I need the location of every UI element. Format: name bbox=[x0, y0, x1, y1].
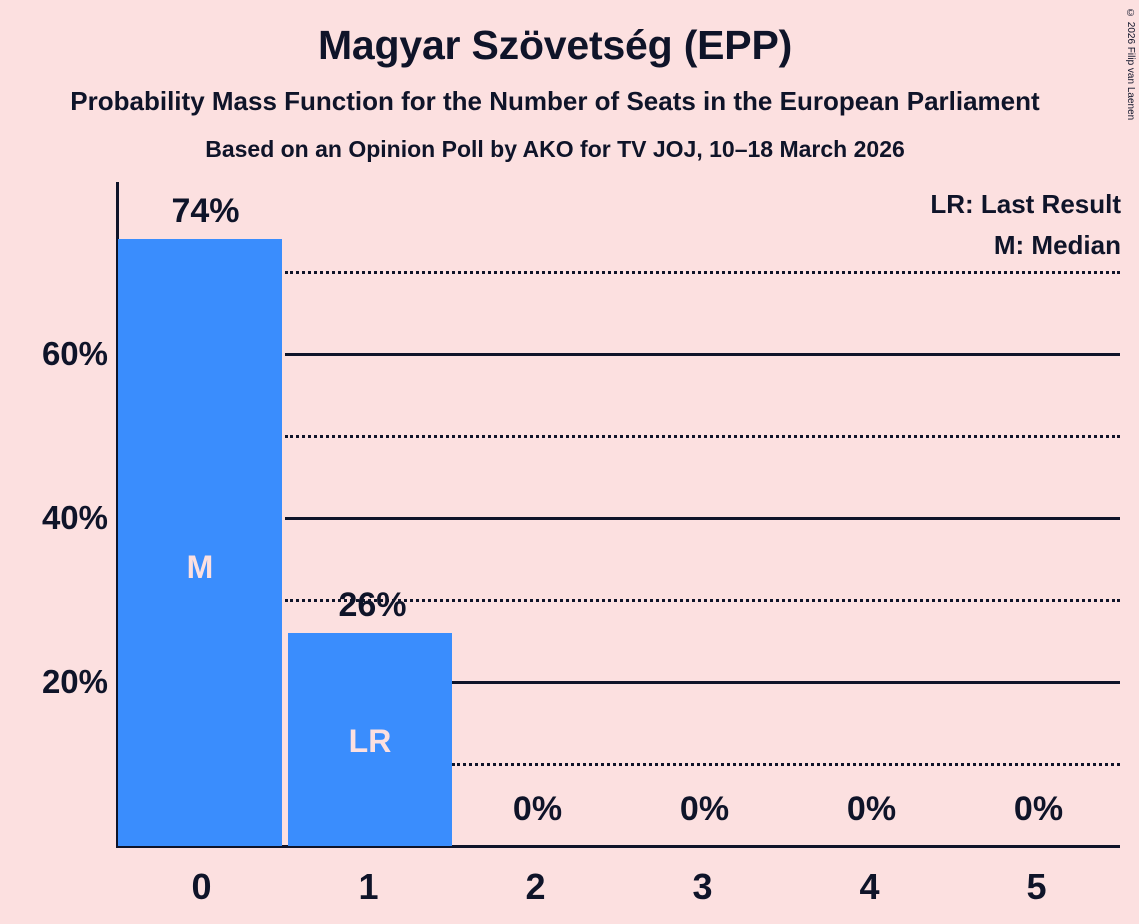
value-label-seat-2: 0% bbox=[512, 790, 563, 828]
x-axis-tick-2: 2 bbox=[525, 866, 546, 907]
y-axis-tick-40: 40% bbox=[41, 499, 108, 536]
gridline-40 bbox=[285, 517, 1120, 520]
gridline-20 bbox=[452, 681, 1120, 684]
chart-subtitle: Probability Mass Function for the Number… bbox=[70, 86, 1040, 116]
bar-marker-median: M bbox=[186, 549, 214, 586]
x-axis-tick-4: 4 bbox=[859, 866, 880, 907]
y-axis-tick-20: 20% bbox=[41, 663, 108, 700]
bar-marker-last-result: LR bbox=[348, 722, 392, 759]
bar-seat-0[interactable]: M bbox=[118, 239, 282, 846]
value-label-seat-3: 0% bbox=[679, 790, 730, 828]
page-title: Magyar Szövetség (EPP) bbox=[317, 22, 793, 68]
gridline-30 bbox=[285, 599, 1120, 602]
value-label-seat-1: 26% bbox=[338, 585, 407, 624]
x-axis-tick-1: 1 bbox=[358, 866, 379, 907]
gridline-10 bbox=[452, 763, 1120, 766]
x-axis-tick-0: 0 bbox=[191, 866, 212, 907]
chart-source-note: Based on an Opinion Poll by AKO for TV J… bbox=[205, 136, 905, 162]
copyright-notice: © 2026 Filip van Laenen bbox=[1125, 8, 1136, 121]
gridline-50 bbox=[285, 435, 1120, 438]
gridline-70 bbox=[285, 271, 1120, 274]
y-axis-line bbox=[116, 182, 119, 848]
x-axis-tick-3: 3 bbox=[692, 866, 713, 907]
legend-item-last-result: LR: Last Result bbox=[930, 189, 1121, 219]
x-axis-line bbox=[116, 845, 1120, 848]
x-axis-tick-5: 5 bbox=[1026, 866, 1047, 907]
value-label-seat-5: 0% bbox=[1013, 790, 1064, 828]
chart-legend: LR: Last Result M: Median bbox=[930, 184, 1121, 266]
value-label-seat-4: 0% bbox=[846, 790, 897, 828]
y-axis-tick-labels: 60% 40% 20% bbox=[0, 0, 108, 924]
value-label-seat-0: 74% bbox=[171, 192, 240, 231]
bar-seat-1[interactable]: LR bbox=[288, 632, 452, 846]
gridline-60 bbox=[285, 353, 1120, 356]
legend-item-median: M: Median bbox=[993, 230, 1121, 260]
y-axis-tick-60: 60% bbox=[41, 335, 108, 372]
